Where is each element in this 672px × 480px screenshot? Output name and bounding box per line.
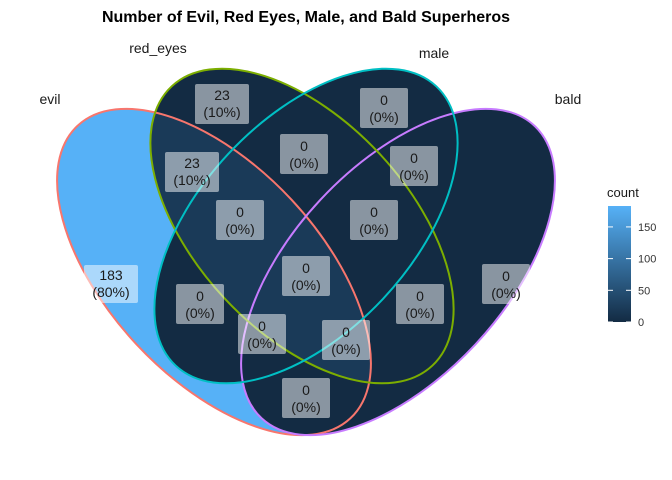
- region-label-evil-bald: 0 (0%): [282, 378, 330, 418]
- region-label-red-eyes-male-bald: 0 (0%): [350, 200, 398, 240]
- svg-text:(0%): (0%): [405, 305, 435, 321]
- region-label-red-eyes-bald: 0 (0%): [396, 284, 444, 324]
- svg-text:(10%): (10%): [173, 172, 210, 188]
- region-label-evil-red-eyes-bald: 0 (0%): [322, 320, 370, 360]
- svg-text:23: 23: [214, 87, 230, 103]
- legend-ticks: 0 50 100 150: [608, 222, 656, 329]
- svg-text:0: 0: [236, 204, 244, 220]
- set-label-male: male: [419, 45, 450, 61]
- region-label-evil-male-bald: 0 (0%): [238, 314, 286, 354]
- legend-tick-label: 50: [638, 285, 650, 297]
- region-label-evil-red-eyes-male: 0 (0%): [216, 200, 264, 240]
- region-label-male-bald: 0 (0%): [390, 146, 438, 186]
- svg-text:0: 0: [380, 92, 388, 108]
- legend: count 0 50 100 150: [607, 185, 656, 329]
- svg-text:(0%): (0%): [225, 221, 255, 237]
- region-labels: 183 (80%) 23 (10%) 0 (0%) 0 (0%) 23 (10%…: [84, 84, 530, 418]
- svg-text:23: 23: [184, 155, 200, 171]
- region-label-bald: 0 (0%): [482, 264, 530, 304]
- svg-text:0: 0: [342, 324, 350, 340]
- svg-text:(0%): (0%): [291, 399, 321, 415]
- svg-text:(0%): (0%): [291, 277, 321, 293]
- legend-colorbar: [608, 206, 631, 322]
- legend-title: count: [607, 185, 639, 200]
- svg-text:183: 183: [99, 267, 123, 283]
- set-label-bald: bald: [555, 91, 581, 107]
- svg-text:(0%): (0%): [399, 167, 429, 183]
- outline-evil: [56, 107, 372, 437]
- outline-red-eyes: [149, 67, 455, 385]
- legend-tick-label: 150: [638, 222, 656, 234]
- svg-text:(10%): (10%): [203, 104, 240, 120]
- svg-text:0: 0: [302, 260, 310, 276]
- svg-text:(0%): (0%): [185, 305, 215, 321]
- region-label-red-eyes-male: 0 (0%): [280, 134, 328, 174]
- svg-text:0: 0: [302, 382, 310, 398]
- outline-male: [153, 67, 459, 385]
- svg-text:(0%): (0%): [369, 109, 399, 125]
- region-label-evil-male: 0 (0%): [176, 284, 224, 324]
- svg-text:0: 0: [416, 288, 424, 304]
- svg-text:(0%): (0%): [359, 221, 389, 237]
- region-label-male: 0 (0%): [360, 88, 408, 128]
- svg-text:0: 0: [196, 288, 204, 304]
- region-label-evil: 183 (80%): [84, 265, 138, 303]
- region-label-all-four: 0 (0%): [282, 256, 330, 296]
- svg-text:0: 0: [502, 268, 510, 284]
- svg-text:(0%): (0%): [491, 285, 521, 301]
- svg-text:(80%): (80%): [92, 284, 129, 300]
- svg-text:(0%): (0%): [289, 155, 319, 171]
- legend-tick-label: 0: [638, 317, 644, 329]
- svg-text:(0%): (0%): [247, 335, 277, 351]
- svg-text:0: 0: [370, 204, 378, 220]
- svg-text:0: 0: [300, 138, 308, 154]
- chart-title: Number of Evil, Red Eyes, Male, and Bald…: [102, 9, 510, 26]
- region-label-evil-red-eyes: 23 (10%): [165, 152, 219, 192]
- svg-text:(0%): (0%): [331, 341, 361, 357]
- region-label-red-eyes: 23 (10%): [195, 84, 249, 124]
- outline-bald: [240, 107, 556, 437]
- set-labels: evil red_eyes male bald: [39, 40, 581, 107]
- legend-tick-label: 100: [638, 254, 656, 266]
- set-label-red-eyes: red_eyes: [129, 40, 187, 56]
- svg-text:0: 0: [410, 150, 418, 166]
- set-label-evil: evil: [39, 91, 60, 107]
- svg-text:0: 0: [258, 318, 266, 334]
- set-outlines: [56, 67, 556, 437]
